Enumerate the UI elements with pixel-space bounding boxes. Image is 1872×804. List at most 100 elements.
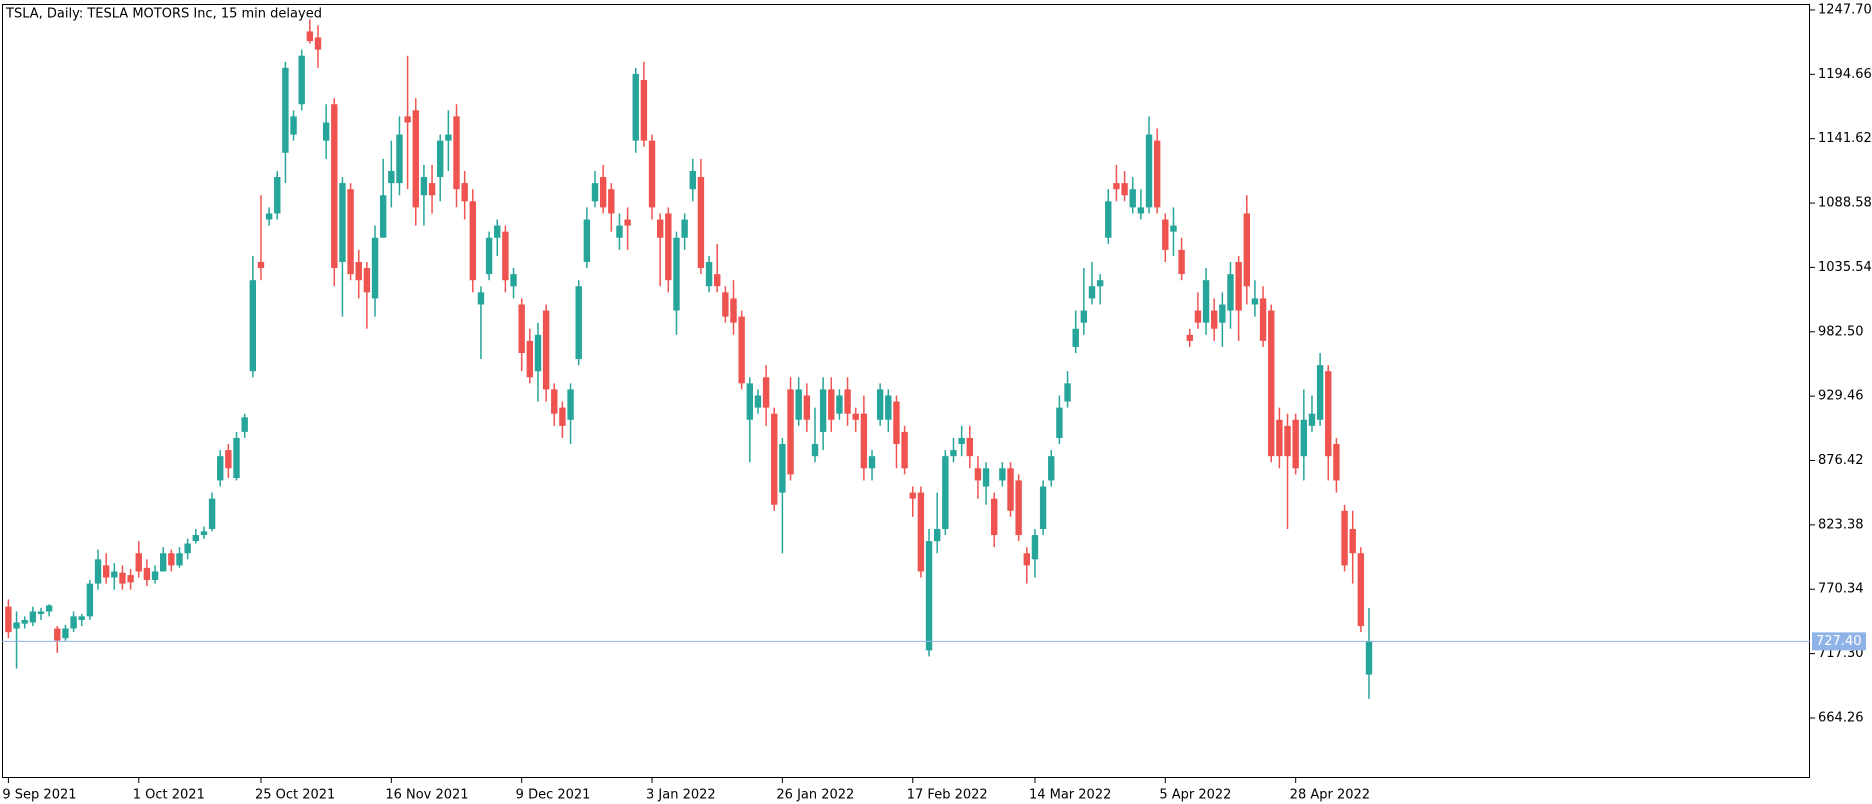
candle-body [233, 437, 240, 479]
candle-body [746, 383, 754, 420]
x-tick-label: 26 Jan 2022 [776, 788, 854, 803]
candle-body [1129, 189, 1136, 208]
candle-body [974, 468, 982, 481]
y-tick-label: 1088.58 [1818, 196, 1872, 211]
candle-body [526, 340, 534, 378]
x-tick-label: 17 Feb 2022 [907, 788, 988, 803]
candle-body [494, 225, 501, 238]
candle-body [933, 528, 941, 542]
candle-body [13, 622, 20, 629]
candle-body [86, 583, 94, 617]
candle-body [632, 73, 639, 141]
candle-body [1349, 528, 1356, 554]
candle-body [640, 79, 648, 141]
candle-body [249, 280, 257, 372]
x-tick-label: 5 Apr 2022 [1159, 788, 1231, 803]
candle-body [1039, 486, 1047, 529]
candle-body [583, 219, 591, 262]
candle-body [925, 541, 933, 651]
candle-body [542, 310, 550, 390]
candle-body [412, 110, 419, 208]
candle-body [420, 177, 428, 196]
candle-body [599, 177, 607, 208]
candle-body [102, 565, 110, 578]
candle-body [876, 389, 884, 420]
candle-body [1357, 553, 1365, 627]
candle-body [665, 213, 672, 281]
candle-body [1031, 535, 1039, 560]
candle-body [1105, 201, 1112, 238]
candle-body [534, 334, 542, 372]
candle-body [159, 553, 167, 572]
x-tick-label: 14 Mar 2022 [1029, 788, 1111, 803]
x-tick-label: 9 Sep 2021 [2, 788, 76, 803]
candle-body [1072, 328, 1079, 347]
y-tick-label: 823.38 [1818, 517, 1864, 532]
candle-body [958, 437, 965, 445]
chart-title: TSLA, Daily: TESLA MOTORS Inc, 15 min de… [5, 7, 322, 22]
candle-body [485, 237, 493, 275]
candle-body [469, 201, 476, 281]
candle-body [192, 535, 199, 542]
candle-body [852, 413, 859, 420]
x-tick-label: 25 Oct 2021 [255, 788, 335, 803]
candle-body [477, 292, 485, 305]
candle-body [1145, 134, 1153, 208]
candle-body [257, 262, 265, 269]
candle-body [461, 183, 468, 202]
candle-body [885, 395, 892, 420]
candle-body [714, 274, 721, 287]
candle-body [119, 572, 126, 584]
candle-body [298, 55, 305, 105]
candle-body [1121, 183, 1128, 196]
candle-body [771, 413, 778, 505]
candle-body [1064, 383, 1071, 402]
candle-body [225, 450, 232, 469]
y-tick-label: 929.46 [1818, 389, 1864, 404]
candle-body [1080, 310, 1088, 323]
candle-body [78, 616, 85, 620]
y-tick-label: 1035.54 [1818, 260, 1872, 275]
candle-body [1194, 310, 1202, 323]
x-tick-label: 3 Jan 2022 [646, 788, 716, 803]
candle-body [241, 417, 248, 432]
candle-body [29, 611, 37, 623]
y-tick-label: 982.50 [1818, 324, 1864, 339]
candle-body [437, 140, 444, 178]
candle-body [656, 219, 664, 238]
candle-body [453, 116, 460, 190]
y-tick-label: 664.26 [1818, 710, 1864, 725]
candle-body [673, 237, 680, 311]
x-tick-label: 9 Dec 2021 [516, 788, 591, 803]
x-tick-label: 28 Apr 2022 [1290, 788, 1370, 803]
price-label: 727.40 [1816, 634, 1862, 649]
candle-body [1259, 298, 1267, 341]
candle-body [1048, 456, 1055, 481]
price-label-box [1812, 632, 1866, 651]
candle-body [868, 456, 876, 469]
candle-body [1113, 183, 1120, 190]
candle-body [371, 237, 379, 299]
candle-body [616, 225, 623, 238]
candle-body [795, 389, 802, 420]
candle-body [909, 492, 916, 499]
candle-body [274, 177, 281, 214]
candle-body [322, 122, 330, 141]
candle-body [54, 628, 61, 641]
candle-body [1325, 371, 1332, 457]
candle-body [828, 389, 835, 420]
candle-body [339, 183, 346, 262]
candle-body [404, 116, 411, 123]
candle-body [836, 395, 843, 414]
candle-body [111, 571, 118, 578]
y-tick-label: 1141.62 [1818, 131, 1872, 146]
y-tick-label: 770.34 [1818, 582, 1864, 597]
candle-body [624, 219, 631, 226]
y-tick-label: 1194.66 [1818, 67, 1872, 82]
candle-body [94, 559, 102, 584]
candle-body [1170, 225, 1177, 232]
candle-body [445, 134, 452, 141]
candle-body [681, 219, 688, 238]
candle-body [803, 395, 811, 420]
